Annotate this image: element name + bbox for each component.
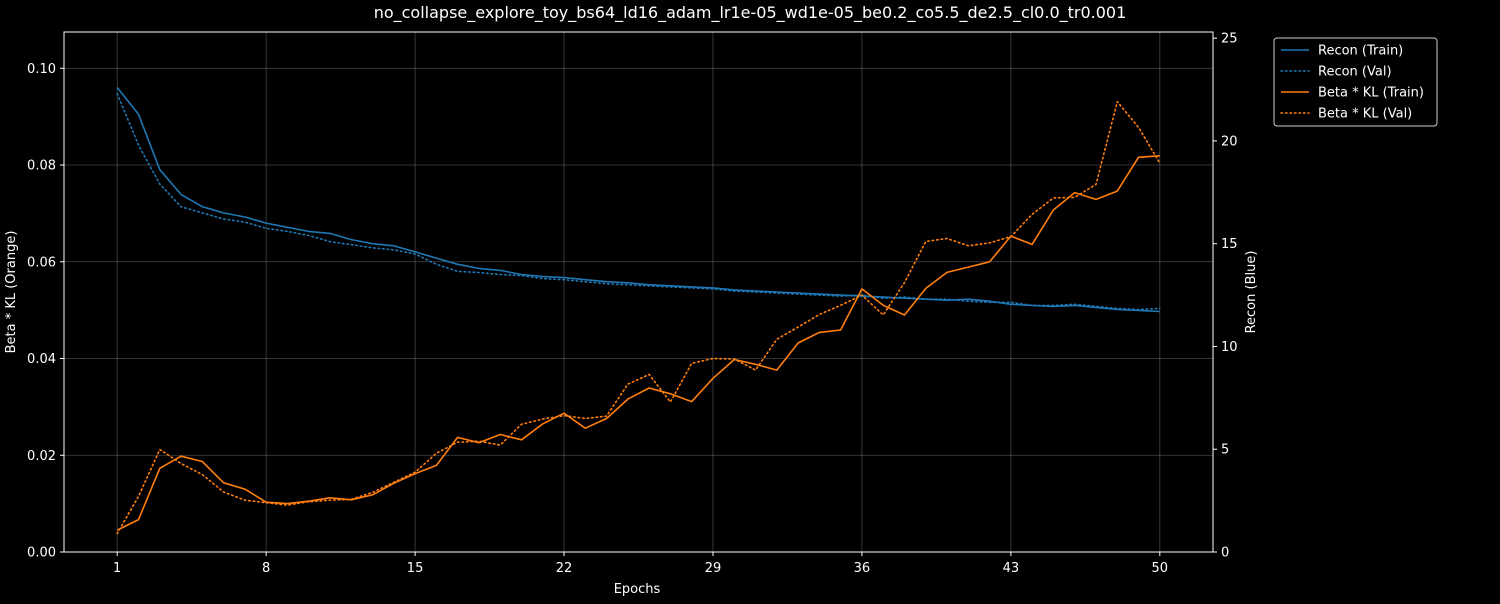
y-right-tick-label: 0 [1221, 546, 1229, 561]
plot-frame [63, 31, 1214, 553]
x-tick-label: 36 [854, 561, 871, 576]
y-left-tick-label: 0.02 [27, 449, 56, 464]
legend: Recon (Train) Recon (Val) Beta * KL (Train… [1273, 37, 1438, 127]
x-tick-label: 22 [556, 561, 573, 576]
series-line-2 [116, 155, 1160, 531]
y-right-tick-label: 20 [1221, 134, 1238, 149]
x-tick-label: 15 [407, 561, 424, 576]
y-right-tick-label: 15 [1221, 237, 1238, 252]
y-right-tick-label: 25 [1221, 32, 1238, 47]
y-left-tick-label: 0.04 [27, 352, 56, 367]
x-tick-label: 43 [1003, 561, 1020, 576]
legend-box [1273, 37, 1438, 127]
y-right-tick-label: 10 [1221, 340, 1238, 355]
x-tick-label: 8 [262, 561, 270, 576]
series-line-0 [116, 87, 1160, 313]
x-axis-label: Epochs [614, 582, 661, 597]
y-left-tick-label: 0.00 [27, 546, 56, 561]
axis-ticks: 1 8 15 22 29 36 43 50 0.00 0.02 0.04 0.06 0.08 0.10 0 5… [27, 32, 1238, 576]
series-lines [116, 87, 1161, 535]
legend-label: Beta * KL (Val) [1318, 107, 1412, 122]
series-line-1 [116, 92, 1161, 311]
x-tick-label: 1 [113, 561, 121, 576]
y-left-tick-label: 0.06 [27, 255, 56, 270]
y-left-tick-label: 0.10 [27, 62, 56, 77]
y-left-tick-label: 0.08 [27, 159, 56, 174]
legend-label: Recon (Train) [1318, 44, 1403, 59]
y-right-axis-label: Recon (Blue) [1244, 251, 1259, 334]
y-right-tick-label: 5 [1221, 443, 1229, 458]
x-tick-label: 50 [1152, 561, 1169, 576]
series-line-3 [116, 100, 1161, 535]
y-left-axis-label: Beta * KL (Orange) [4, 231, 19, 354]
x-tick-label: 29 [705, 561, 722, 576]
legend-label: Recon (Val) [1318, 65, 1392, 80]
legend-label: Beta * KL (Train) [1318, 86, 1424, 101]
chart-title: no_collapse_explore_toy_bs64_ld16_adam_l… [374, 3, 1127, 23]
grid [64, 32, 1213, 553]
